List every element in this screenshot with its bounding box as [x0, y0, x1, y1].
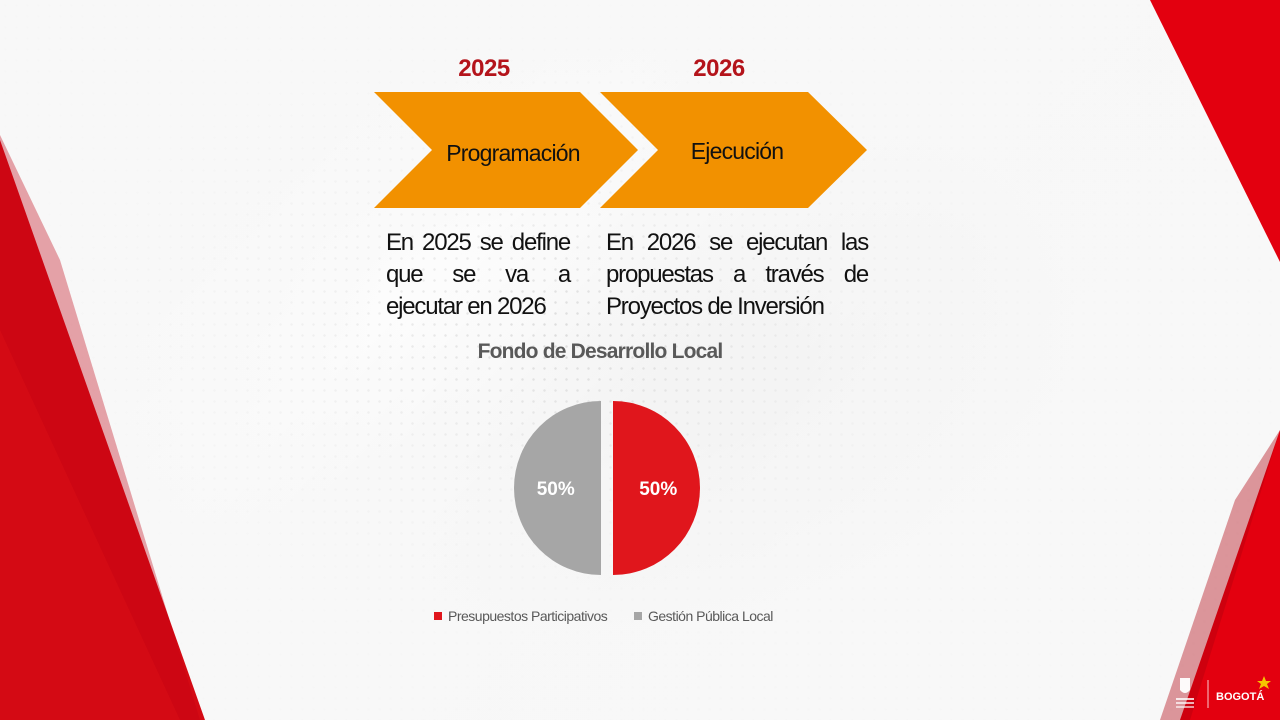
pie-slice-1: [514, 401, 601, 575]
left-red-band: [0, 140, 205, 720]
legend-swatch-gestion: [634, 612, 642, 620]
alcaldia-shield-icon: [1176, 678, 1194, 708]
pie-label-0: 50%: [639, 479, 677, 500]
bogota-logo-text: BOGOTÁ: [1216, 690, 1264, 703]
left-red-band-shade: [0, 135, 200, 720]
description-2026: En 2026 se ejecutan las propuestas a tra…: [606, 229, 869, 320]
description-2025: En 2025 se define que se va a ejecutar e…: [386, 229, 571, 320]
pie-slice-0: [613, 401, 700, 575]
year-2025: 2025: [458, 55, 510, 82]
legend-label-gestion: Gestión Pública Local: [648, 608, 773, 624]
right-bottom-band-shade: [1160, 430, 1280, 720]
legend-item-presupuestos: Presupuestos Participativos: [434, 607, 608, 625]
chevron-label-ejecucion: Ejecución: [690, 138, 784, 164]
right-top-red-band: [1150, 0, 1280, 262]
chevron-label-programacion: Programación: [446, 140, 580, 166]
bogota-star-icon: [1257, 676, 1271, 689]
chart-title: Fondo de Desarrollo Local: [477, 340, 724, 363]
pie-label-1: 50%: [537, 479, 575, 500]
right-bottom-red-band: [1180, 430, 1280, 720]
chevron-ejecucion: [600, 92, 867, 208]
footer-logos: BOGOTÁ: [1176, 676, 1271, 708]
legend-label-presupuestos: Presupuestos Participativos: [448, 608, 608, 624]
year-2026: 2026: [693, 55, 745, 82]
chevron-programacion: [374, 92, 638, 208]
legend-swatch-presupuestos: [434, 612, 442, 620]
legend-item-gestion: Gestión Pública Local: [634, 607, 773, 625]
